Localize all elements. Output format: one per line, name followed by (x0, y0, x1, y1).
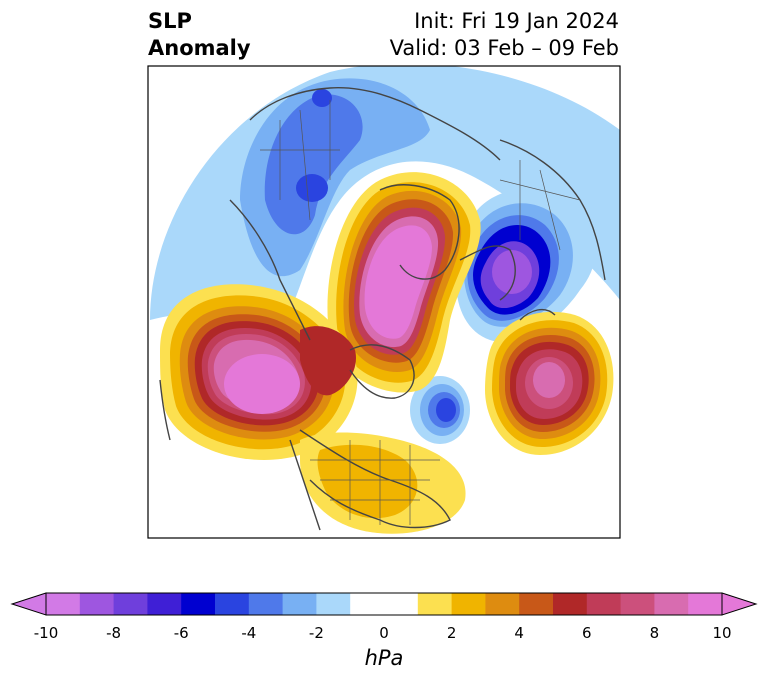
colorbar-cell (654, 593, 689, 615)
colorbar-tick-label: 4 (514, 624, 524, 642)
map-frame (147, 65, 621, 539)
title-variable: SLP (148, 9, 192, 33)
title-right: Init: Fri 19 Jan 2024 Valid: 03 Feb – 09… (390, 8, 619, 62)
colorbar-tick-label: 6 (582, 624, 592, 642)
colorbar-cell (282, 593, 317, 615)
init-date: Init: Fri 19 Jan 2024 (414, 9, 619, 33)
borders (260, 100, 581, 525)
colorbar-outline (45, 592, 723, 616)
colorbar-cell (316, 593, 351, 615)
colorbar-tick-label: -4 (241, 624, 257, 642)
colorbar-tick-label: -8 (106, 624, 122, 642)
colorbar-cell (79, 593, 115, 615)
colorbar-tick-label: 0 (379, 624, 389, 642)
colorbar-tick-label: -2 (308, 624, 324, 642)
colorbar-cell (688, 593, 723, 615)
colorbar-cell (248, 593, 284, 615)
colorbar-cell (451, 593, 486, 615)
colorbar-extend-high (721, 592, 758, 616)
colorbar-cell (181, 593, 216, 615)
colorbar-cell (620, 593, 655, 615)
anomaly-field (148, 66, 620, 538)
colorbar-cell (46, 593, 81, 615)
colorbar-cell (147, 593, 182, 615)
colorbar-cell (586, 593, 622, 615)
colorbar-tick-label: 2 (446, 624, 457, 642)
colorbar-cell (350, 593, 419, 615)
title-left: SLP Anomaly (148, 8, 251, 62)
colorbar-extend-low (10, 592, 47, 616)
colorbar (10, 592, 758, 616)
valid-range: Valid: 03 Feb – 09 Feb (389, 36, 619, 60)
colorbar-cell (553, 593, 588, 615)
colorbar-tick-label: -10 (33, 624, 59, 642)
colorbar-tick-label: 10 (712, 624, 732, 642)
colorbar-cell (519, 593, 554, 615)
colorbar-tick-label: 8 (649, 624, 660, 642)
colorbar-cell (113, 593, 148, 615)
colorbar-unit: hPa (364, 646, 404, 670)
colorbar-cell (485, 593, 520, 615)
colorbar-cell (215, 593, 250, 615)
colorbar-cell (417, 593, 453, 615)
title-anomaly: Anomaly (148, 36, 251, 60)
colorbar-tick-label: -6 (173, 624, 189, 642)
